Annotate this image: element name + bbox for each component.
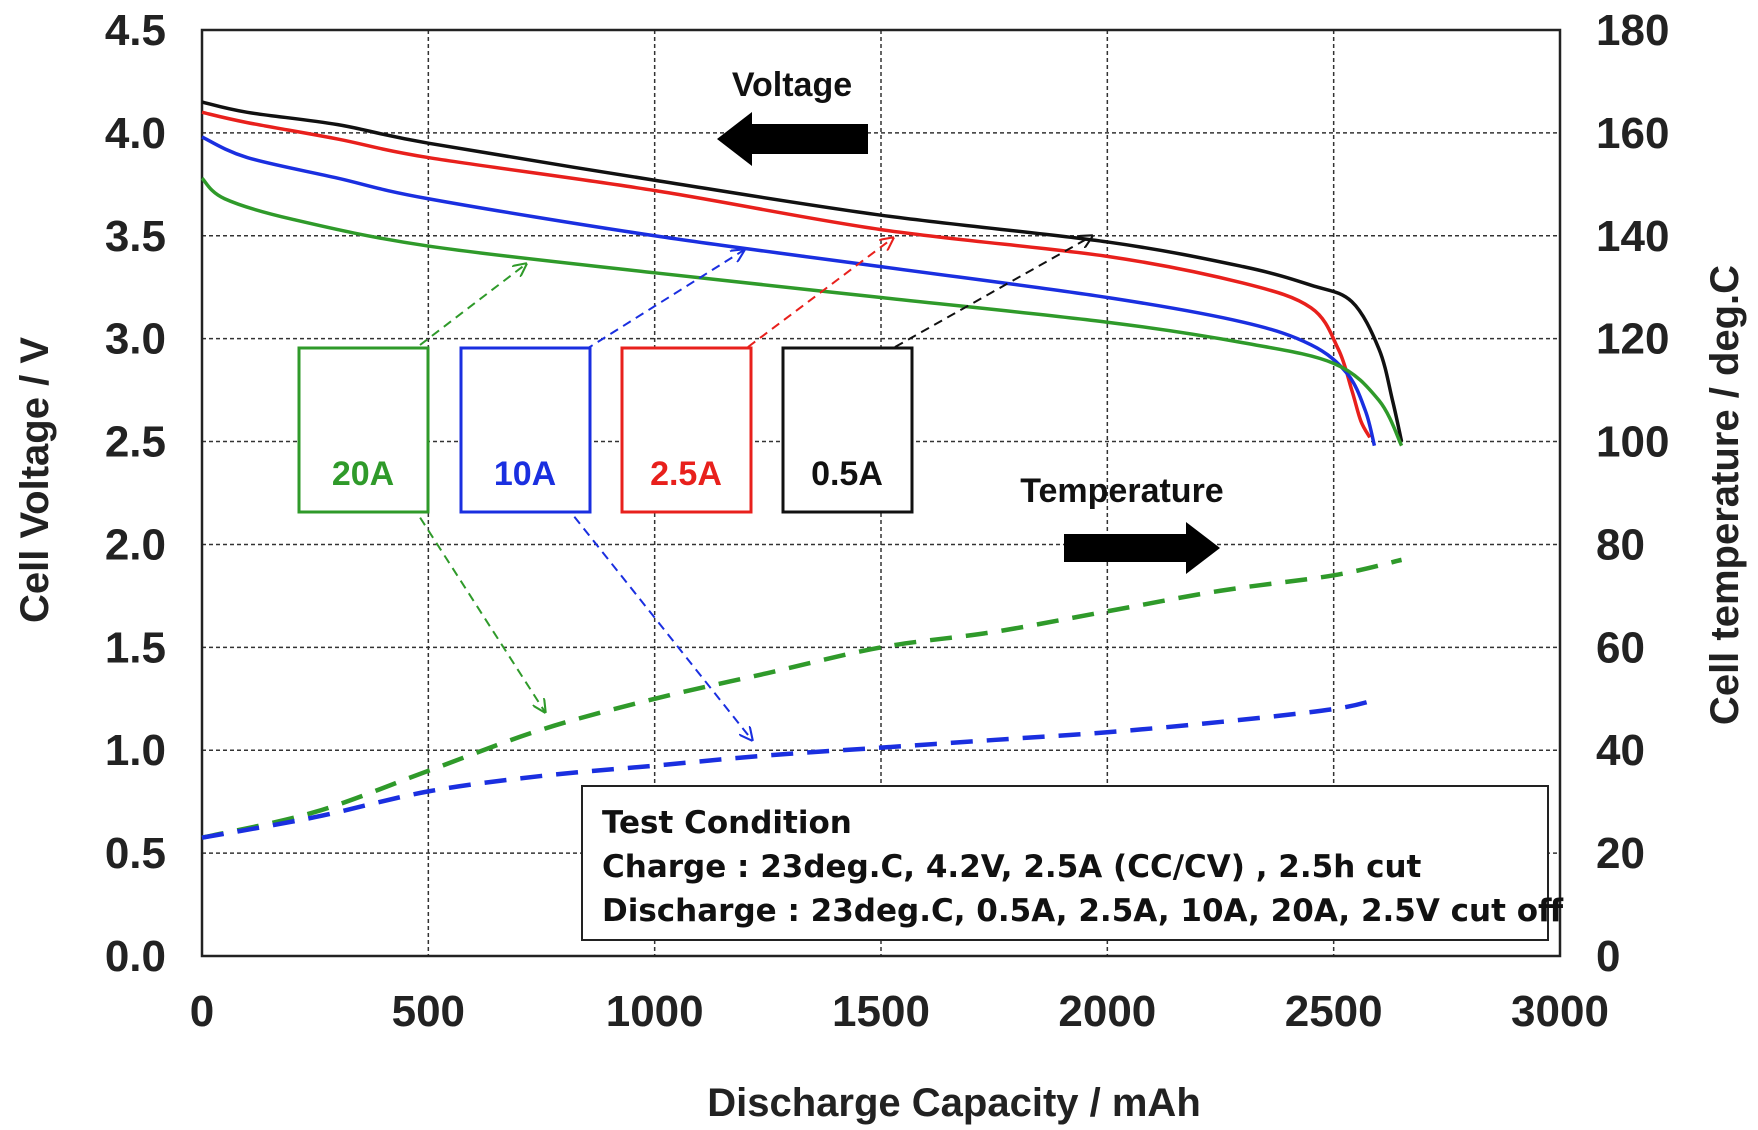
test-condition-charge: Charge : 23deg.C, 4.2V, 2.5A (CC/CV) , 2… [602, 849, 1422, 885]
x-tick-label: 500 [392, 987, 465, 1036]
y-axis-left-title: Cell Voltage / V [13, 337, 57, 623]
voltage-label: Voltage [732, 66, 852, 104]
legend-box-border [459, 346, 592, 514]
voltage-arrow-icon [717, 112, 868, 166]
y-right-tick-label: 140 [1596, 212, 1669, 261]
y-left-tick-label: 1.5 [105, 623, 166, 672]
legend-label: 2.5A [650, 455, 722, 493]
temperature-line-10A [201, 696, 1380, 840]
y-left-tick-label: 4.0 [105, 109, 166, 158]
y-left-tick-label: 2.5 [105, 418, 166, 467]
y-right-tick-label: 160 [1596, 109, 1669, 158]
voltage-line-20A [200, 176, 1404, 447]
temperature-line-20A [201, 557, 1403, 840]
y-left-tick-label: 0.0 [105, 932, 166, 981]
y-right-tick-label: 80 [1596, 520, 1645, 569]
legend-box-10a: 10A [459, 346, 592, 514]
y-left-tick-label: 4.5 [105, 6, 166, 55]
y-axis-left-ticks: 0.0 0.5 1.0 1.5 2.0 2.5 3.0 3.5 4.0 4.5 [105, 6, 166, 981]
pointer-10a-voltage [584, 250, 744, 351]
y-right-tick-label: 120 [1596, 315, 1669, 364]
y-right-tick-label: 100 [1596, 418, 1669, 467]
x-tick-label: 2000 [1058, 987, 1156, 1036]
legend-label: 0.5A [811, 455, 883, 493]
legend-box-border [297, 346, 430, 514]
test-condition-title: Test Condition [602, 805, 852, 841]
temperature-label: Temperature [1020, 472, 1223, 510]
legend-box-25a: 2.5A [620, 346, 753, 514]
pointer-05a-voltage [894, 236, 1092, 348]
legend-box-border [781, 346, 914, 514]
legend-label: 20A [332, 455, 394, 493]
y-axis-right-title: Cell temperature / deg.C [1703, 265, 1747, 725]
y-right-tick-label: 20 [1596, 829, 1645, 878]
voltage-line-10A [201, 135, 1377, 447]
pointer-25a-voltage [747, 238, 893, 348]
x-tick-label: 1000 [606, 987, 704, 1036]
legend-boxes: 20A 10A 2.5A 0.5A [297, 346, 914, 514]
plot-frame [200, 28, 1562, 958]
legend-box-border [620, 346, 753, 514]
test-condition-discharge: Discharge : 23deg.C, 0.5A, 2.5A, 10A, 20… [602, 893, 1564, 929]
y-right-tick-label: 60 [1596, 623, 1645, 672]
y-right-tick-label: 0 [1596, 932, 1620, 981]
temperature-arrow-icon [1064, 522, 1220, 574]
y-left-tick-label: 3.5 [105, 212, 166, 261]
pointer-10a-temp [564, 504, 752, 740]
y-right-tick-label: 180 [1596, 6, 1669, 55]
x-tick-label: 0 [190, 987, 214, 1036]
temperature-series [201, 557, 1403, 840]
legend-label: 10A [494, 455, 556, 493]
x-axis-ticks: 0 500 1000 1500 2000 2500 3000 [190, 987, 1609, 1036]
x-tick-label: 3000 [1511, 987, 1609, 1036]
voltage-line-05A [201, 100, 1404, 442]
pointer-arrows [411, 236, 1092, 740]
legend-box-20a: 20A [297, 346, 430, 514]
test-condition-box: Test Condition Charge : 23deg.C, 4.2V, 2… [581, 785, 1564, 941]
legend-box-05a: 0.5A [781, 346, 914, 514]
x-tick-label: 1500 [832, 987, 930, 1036]
y-left-tick-label: 3.0 [105, 315, 166, 364]
y-left-tick-label: 1.0 [105, 726, 166, 775]
y-axis-right-ticks: 0 20 40 60 80 100 120 140 160 180 [1596, 6, 1669, 981]
y-left-tick-label: 2.0 [105, 520, 166, 569]
voltage-series [200, 100, 1404, 447]
y-left-tick-label: 0.5 [105, 829, 166, 878]
y-right-tick-label: 40 [1596, 726, 1645, 775]
x-axis-title: Discharge Capacity / mAh [707, 1081, 1201, 1125]
pointer-20a-voltage [419, 264, 526, 346]
x-tick-label: 2500 [1285, 987, 1383, 1036]
pointer-20a-temp [411, 504, 545, 712]
